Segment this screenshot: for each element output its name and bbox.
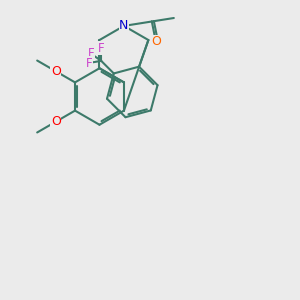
Text: F: F [88,47,94,60]
Text: F: F [85,56,92,70]
Text: F: F [98,42,104,55]
Text: O: O [51,65,61,78]
Text: O: O [51,115,61,128]
Text: O: O [151,35,161,48]
Text: N: N [119,20,129,32]
